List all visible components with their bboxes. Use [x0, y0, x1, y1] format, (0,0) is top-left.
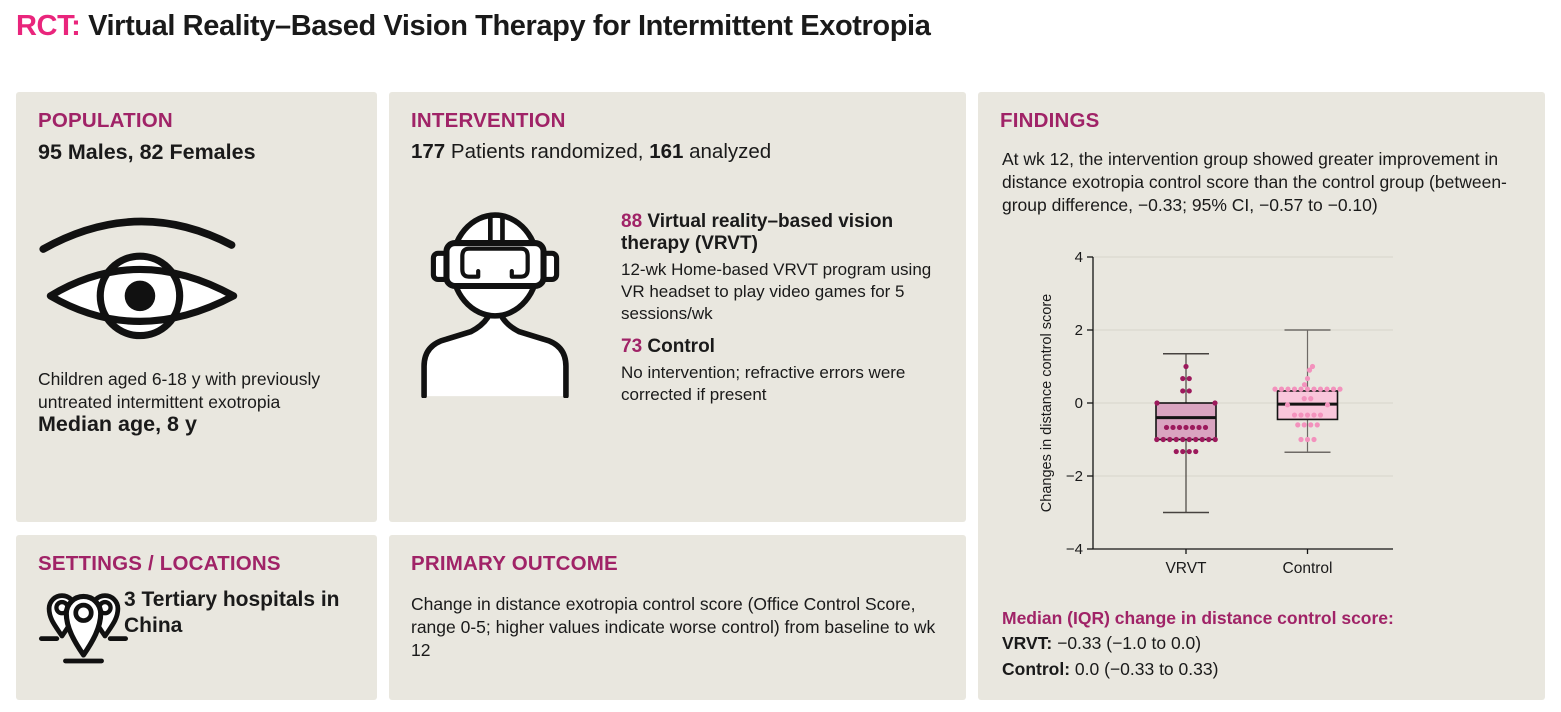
population-median-age: Median age, 8 y — [38, 412, 197, 436]
median-iqr-note-header: Median (IQR) change in distance control … — [1002, 608, 1394, 628]
boxplot-chart: 4 2 0 −2 −4 Changes in distance control score… — [1038, 222, 1508, 597]
settings-header: SETTINGS / LOCATIONS — [38, 552, 281, 575]
svg-text:4: 4 — [1075, 249, 1083, 266]
findings-panel: FINDINGS At wk 12, the intervention grou… — [978, 92, 1545, 700]
median-iqr-note: Median (IQR) change in distance control … — [1002, 606, 1394, 682]
randomized-line: 177 Patients randomized, 161 analyzed — [411, 140, 772, 163]
findings-summary: At wk 12, the intervention group showed … — [1002, 149, 1507, 216]
intervention-panel: INTERVENTION 177 Patients randomized, 16… — [389, 92, 966, 522]
population-description: Children aged 6-18 y with previously unt… — [38, 369, 321, 413]
population-panel: POPULATION 95 Males, 82 Females Children… — [16, 92, 377, 522]
svg-text:0: 0 — [1075, 395, 1083, 412]
primary-outcome-header: PRIMARY OUTCOME — [411, 552, 618, 575]
settings-panel: SETTINGS / LOCATIONS 3 Tertiary hospital… — [16, 535, 377, 700]
intervention-header: INTERVENTION — [411, 109, 566, 132]
median-iqr-control-line: Control: 0.0 (−0.33 to 0.33) — [1002, 658, 1219, 679]
median-iqr-vrvt-line: VRVT: −0.33 (−1.0 to 0.0) — [1002, 633, 1202, 654]
map-pins-icon — [38, 593, 129, 664]
svg-text:Changes in distance control sc: Changes in distance control score — [1039, 294, 1055, 512]
svg-text:−4: −4 — [1066, 541, 1083, 558]
svg-text:−2: −2 — [1066, 468, 1083, 485]
vr-headset-user-icon — [421, 212, 569, 398]
arm-control: 73 Control No intervention; refractive e… — [621, 336, 943, 406]
population-header: POPULATION — [38, 109, 173, 132]
svg-text:2: 2 — [1075, 322, 1083, 339]
settings-text: 3 Tertiary hospitals in China — [124, 588, 340, 638]
svg-text:VRVT: VRVT — [1165, 560, 1207, 577]
arm-control-description: No intervention; refractive errors were … — [621, 363, 906, 405]
svg-text:Control: Control — [1283, 560, 1333, 577]
primary-outcome-panel: PRIMARY OUTCOME Change in distance exotr… — [389, 535, 966, 700]
primary-outcome-text: Change in distance exotropia control sco… — [411, 594, 936, 661]
page-title: RCT: Virtual Reality–Based Vision Therap… — [16, 10, 931, 42]
eye-icon — [39, 217, 238, 340]
arm-vrvt-description: 12-wk Home-based VRVT program using VR h… — [621, 260, 932, 324]
findings-header: FINDINGS — [1000, 109, 1100, 132]
arm-vrvt: 88 Virtual reality–based vision therapy … — [621, 211, 943, 325]
arm-control-title: 73 Control — [621, 336, 715, 357]
population-subtitle: 95 Males, 82 Females — [38, 140, 256, 164]
arm-vrvt-title: 88 Virtual reality–based vision therapy … — [621, 211, 894, 255]
